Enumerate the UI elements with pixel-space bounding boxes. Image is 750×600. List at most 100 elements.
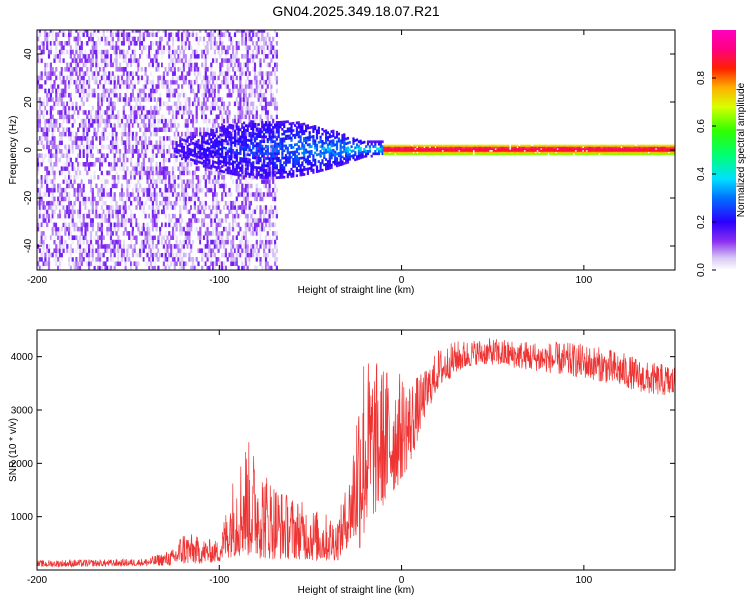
spectrogram-cell [186, 244, 189, 249]
spectrogram-cell [130, 92, 133, 98]
spectrogram-cell [215, 149, 218, 153]
spectrogram-cell [184, 136, 187, 141]
spectrogram-cell [78, 265, 82, 270]
spectrogram-cell [208, 149, 211, 153]
spectrogram-cell [162, 127, 165, 132]
spectrogram-cell [270, 45, 273, 50]
spectrogram-cell [253, 144, 257, 148]
spectrogram-cell [126, 192, 129, 197]
spectrogram-cell [82, 179, 85, 184]
spectrogram-cell [82, 235, 85, 240]
spectrogram-cell [89, 36, 93, 42]
spectrogram-cell [44, 131, 47, 137]
spectrogram-cell [78, 92, 82, 98]
spectrogram-cell [173, 265, 176, 270]
spectrogram-cell [255, 132, 258, 136]
spectrogram-cell [217, 30, 220, 33]
spectrogram-cell [241, 167, 244, 170]
spectrogram-cell [204, 155, 207, 159]
spectrogram-cell [177, 75, 180, 81]
spectrogram-cell [292, 170, 295, 173]
spectrogram-cell [120, 30, 124, 33]
spectrogram-cell [62, 79, 65, 85]
spectrogram-cell [190, 213, 193, 219]
spectrogram-cell [55, 144, 58, 150]
spectrogram-cell [219, 265, 222, 270]
spectrogram-cell [204, 170, 207, 176]
spectrogram-cell [126, 140, 129, 145]
spectrogram-cell [140, 136, 144, 141]
spectrogram-cell [221, 123, 224, 128]
spectrogram-cell [215, 213, 218, 219]
spectrogram-cell [91, 218, 94, 223]
spectrogram-cell [226, 84, 229, 89]
spectrogram-cell [49, 166, 52, 171]
spectrogram-cell [210, 88, 213, 94]
spectrogram-cell [115, 88, 118, 94]
spectrogram-cell [38, 54, 41, 59]
spectrogram-cell [157, 84, 160, 89]
spectrogram-cell [69, 248, 72, 253]
spectrogram-cell [233, 222, 237, 228]
spectrogram-cell [297, 140, 300, 144]
spectrogram-cell [86, 162, 89, 167]
spectrogram-cell [286, 175, 289, 179]
spectrogram-cell [237, 140, 240, 143]
spectrogram-cell [252, 200, 255, 206]
spectrogram-cell [89, 88, 93, 94]
spectrogram-cell [186, 118, 189, 124]
spectrogram-cell [263, 218, 266, 223]
spectrogram-cell [137, 140, 140, 145]
spectrogram-cell [44, 92, 47, 98]
spectrogram-cell [37, 179, 40, 184]
spectrogram-cell [215, 209, 218, 215]
spectrogram-cell [259, 62, 262, 68]
spectrogram-cell [161, 265, 164, 270]
spectrogram-cell [171, 110, 175, 115]
spectrogram-cell [250, 163, 253, 167]
spectrogram-cell [283, 120, 286, 124]
spectrogram-cell [162, 222, 165, 228]
spectrogram-cell [46, 97, 49, 102]
spectrogram-cell [270, 71, 273, 76]
spectrogram-cell [161, 149, 164, 154]
spectrogram-cell [243, 41, 246, 46]
spectrogram-cell [130, 200, 133, 206]
spectrogram-cell [239, 173, 242, 177]
spectrogram-cell [195, 97, 198, 102]
spectrogram-cell [58, 75, 62, 81]
spectrogram-cell [171, 192, 175, 197]
spectrogram-cell [84, 30, 87, 33]
spectrogram-cell [221, 148, 224, 152]
spectrogram-cell [210, 239, 213, 245]
spectrogram-cell [201, 222, 204, 228]
spectrogram-cell [150, 58, 153, 63]
spectrogram-cell [246, 84, 249, 89]
spectrogram-cell [264, 149, 268, 153]
spectrogram-cell [228, 45, 231, 50]
spectrogram-cell [228, 92, 231, 98]
spectrogram-cell [62, 105, 65, 111]
spectrogram-cell [78, 209, 82, 215]
spectrogram-cell [199, 226, 202, 232]
spectrogram-cell [133, 110, 136, 115]
spectrogram-cell [179, 154, 182, 157]
spectrogram-cell [161, 62, 164, 68]
spectrogram-cell [95, 41, 98, 46]
spectrogram-cell [113, 265, 116, 270]
spectrogram-cell [168, 88, 171, 94]
spectrogram-cell [221, 261, 224, 266]
spectrogram-cell [171, 257, 175, 262]
spectrogram-cell [170, 261, 173, 266]
spectrogram-cell [57, 248, 60, 253]
spectrogram-cell [226, 142, 229, 146]
spectrogram-cell [53, 248, 56, 253]
spectrogram-cell [126, 75, 129, 81]
spectrogram-cell [175, 239, 178, 245]
spectrogram-cell [168, 30, 171, 33]
spectrogram-cell [182, 105, 185, 111]
spectrogram-cell [62, 49, 65, 55]
spectrogram-cell [290, 129, 293, 133]
spectrogram-cell [53, 183, 56, 189]
spectrogram-cell [182, 187, 185, 193]
